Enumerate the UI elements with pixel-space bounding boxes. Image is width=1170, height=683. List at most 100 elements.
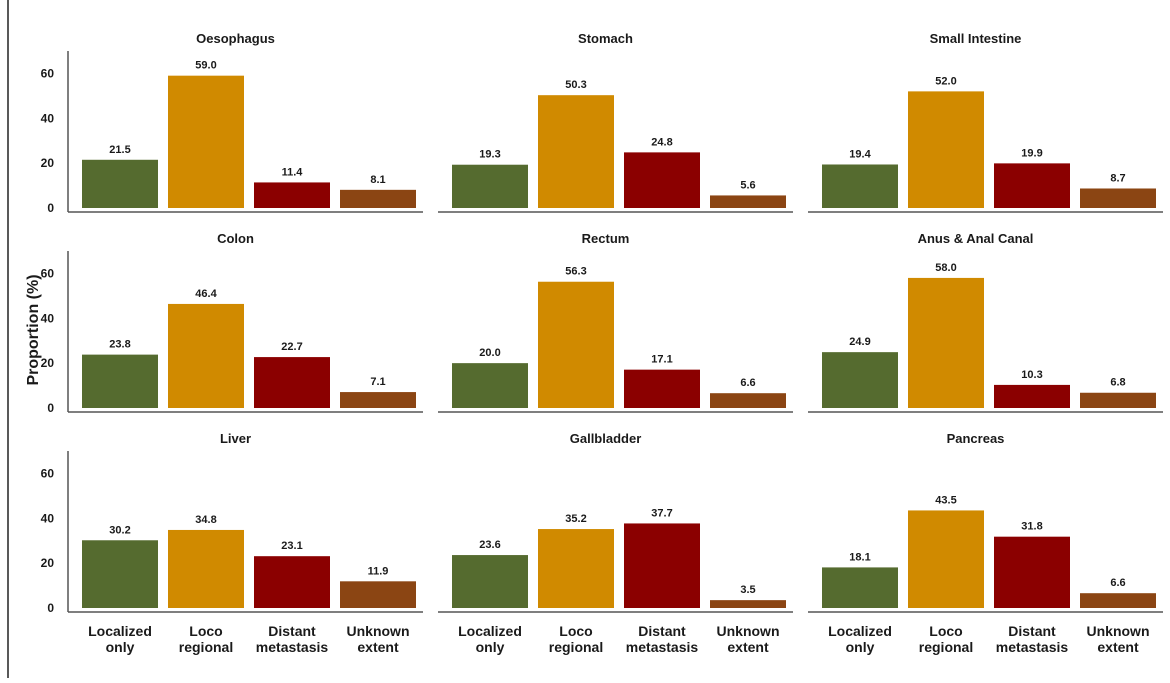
x-tick-label: Localized <box>828 623 892 639</box>
bar <box>1080 593 1156 608</box>
x-tick-label: Distant <box>1008 623 1056 639</box>
data-label: 10.3 <box>1021 369 1042 381</box>
bar <box>168 529 244 608</box>
bar <box>452 164 528 208</box>
data-label: 17.1 <box>651 354 672 366</box>
y-tick-label: 20 <box>41 156 55 170</box>
bar <box>1080 188 1156 208</box>
bar <box>538 529 614 608</box>
panel-title: Stomach <box>578 31 633 46</box>
data-label: 37.7 <box>651 507 672 519</box>
x-tick-label: Unknown <box>717 623 780 639</box>
bar <box>1080 392 1156 408</box>
panel-title: Pancreas <box>947 431 1005 446</box>
bar <box>452 363 528 408</box>
bar <box>624 152 700 208</box>
y-tick-label: 60 <box>41 466 55 480</box>
data-label: 19.4 <box>849 148 871 160</box>
bar <box>908 510 984 608</box>
x-tick-label: extent <box>357 639 399 655</box>
data-label: 3.5 <box>740 584 755 596</box>
y-tick-label: 20 <box>41 556 55 570</box>
panel-title: Gallbladder <box>570 431 642 446</box>
x-tick-label: regional <box>549 639 603 655</box>
panel-title: Rectum <box>582 231 630 246</box>
data-label: 52.0 <box>935 75 956 87</box>
bar <box>538 281 614 408</box>
data-label: 22.7 <box>281 341 302 353</box>
data-label: 34.8 <box>195 514 216 526</box>
data-label: 11.4 <box>282 166 304 178</box>
x-tick-label: metastasis <box>256 639 329 655</box>
panel-title: Colon <box>217 231 254 246</box>
data-label: 6.8 <box>1110 377 1125 389</box>
bar <box>340 392 416 408</box>
bar <box>822 352 898 408</box>
x-tick-label: Localized <box>88 623 152 639</box>
bar <box>822 567 898 608</box>
data-label: 24.8 <box>651 136 672 148</box>
bar <box>168 303 244 408</box>
data-label: 23.1 <box>281 540 302 552</box>
x-tick-label: metastasis <box>626 639 699 655</box>
bar <box>624 369 700 408</box>
y-tick-label: 40 <box>41 311 55 325</box>
data-label: 23.8 <box>109 339 130 351</box>
y-tick-label: 0 <box>47 601 54 615</box>
x-tick-label: extent <box>727 639 769 655</box>
data-label: 6.6 <box>1110 577 1125 589</box>
data-label: 43.5 <box>935 494 956 506</box>
data-label: 58.0 <box>935 262 956 274</box>
bar <box>254 357 330 408</box>
x-tick-label: only <box>476 639 505 655</box>
bar <box>710 393 786 408</box>
data-label: 46.4 <box>195 288 217 300</box>
bar <box>168 75 244 209</box>
bar <box>254 182 330 208</box>
data-label: 35.2 <box>565 513 586 525</box>
data-label: 18.1 <box>849 551 870 563</box>
data-label: 21.5 <box>109 144 130 156</box>
data-label: 6.6 <box>740 377 755 389</box>
data-label: 8.1 <box>370 174 385 186</box>
bar <box>994 163 1070 208</box>
x-tick-label: Loco <box>189 623 222 639</box>
x-tick-label: only <box>106 639 135 655</box>
data-label: 31.8 <box>1021 521 1042 533</box>
panel-title: Liver <box>220 431 251 446</box>
bar <box>624 523 700 608</box>
bar <box>822 164 898 208</box>
data-label: 8.7 <box>1110 172 1125 184</box>
data-label: 19.9 <box>1021 147 1042 159</box>
x-tick-label: Unknown <box>347 623 410 639</box>
data-label: 11.9 <box>368 565 389 577</box>
x-tick-label: Loco <box>559 623 592 639</box>
x-tick-label: regional <box>919 639 973 655</box>
bar <box>82 354 158 408</box>
bar <box>994 536 1070 608</box>
data-label: 5.6 <box>740 179 755 191</box>
data-label: 50.3 <box>565 79 586 91</box>
x-tick-label: Distant <box>268 623 316 639</box>
data-label: 59.0 <box>195 60 216 72</box>
panel-title: Oesophagus <box>196 31 275 46</box>
bar <box>340 581 416 608</box>
y-tick-label: 40 <box>41 111 55 125</box>
data-label: 23.6 <box>479 539 500 551</box>
bar <box>82 540 158 608</box>
panel-title: Small Intestine <box>930 31 1022 46</box>
x-tick-label: metastasis <box>996 639 1069 655</box>
y-axis-label: Proportion (%) <box>25 274 42 385</box>
x-tick-label: extent <box>1097 639 1139 655</box>
data-label: 7.1 <box>370 376 385 388</box>
bar <box>254 556 330 608</box>
data-label: 24.9 <box>849 336 870 348</box>
x-tick-label: Unknown <box>1087 623 1150 639</box>
data-label: 20.0 <box>479 347 500 359</box>
bar <box>710 600 786 608</box>
y-tick-label: 60 <box>41 66 55 80</box>
x-tick-label: Distant <box>638 623 686 639</box>
bar <box>538 95 614 208</box>
